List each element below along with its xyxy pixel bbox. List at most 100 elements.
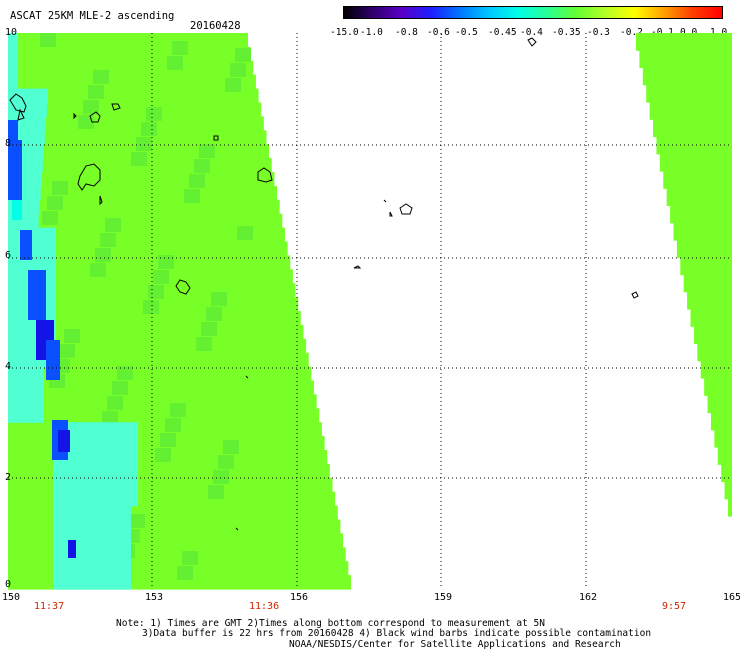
swath-patch xyxy=(93,70,109,84)
swath-row xyxy=(8,102,262,117)
swath-patch xyxy=(107,396,123,410)
swath-cyan xyxy=(8,408,44,423)
swath-cyan xyxy=(8,60,18,76)
y-tick-4: 4 xyxy=(5,361,12,372)
swath-row-right xyxy=(676,240,732,258)
swath-cyan xyxy=(53,505,131,521)
swath-patch xyxy=(213,470,229,484)
map-title: ASCAT 25KM MLE-2 ascending xyxy=(10,10,175,22)
island-outline xyxy=(527,37,537,47)
island-outlines xyxy=(9,37,639,531)
swath-row xyxy=(8,394,317,409)
island-outline xyxy=(213,135,219,141)
x-tick-162: 162 xyxy=(579,592,598,603)
swath-patch xyxy=(143,300,159,314)
swath-row xyxy=(8,60,254,76)
pass-time-3: 9:57 xyxy=(662,601,687,612)
swath-row-right xyxy=(707,395,732,414)
swath-row-right xyxy=(659,153,732,172)
swath-row xyxy=(8,408,320,423)
note-line-2: 3)Data buffer is 22 hrs from 20160428 4)… xyxy=(142,628,652,639)
color-scale-label: -1.0 xyxy=(360,27,383,38)
swath-patch xyxy=(177,566,193,580)
swath-patch xyxy=(117,366,133,380)
swath-row-right xyxy=(666,188,732,207)
swath-row xyxy=(8,213,283,229)
swath-row-right xyxy=(663,171,732,189)
swath-row xyxy=(8,116,264,131)
swath-row-right xyxy=(721,464,732,483)
swath-cyan xyxy=(8,380,44,395)
x-tick-153: 153 xyxy=(145,592,164,603)
swath-blue xyxy=(68,540,76,558)
color-scale-label: -0.1 xyxy=(651,27,674,38)
swath-cyan xyxy=(53,477,138,493)
swath-patch xyxy=(237,226,253,240)
x-tick-165: 165 xyxy=(723,592,740,603)
swath-patch xyxy=(136,137,152,151)
island-outline xyxy=(389,211,393,217)
swath-patch xyxy=(40,33,56,47)
swath-cyan xyxy=(53,463,138,479)
swath-patch xyxy=(165,418,181,432)
swath-patch xyxy=(78,115,94,129)
swath-row xyxy=(8,324,304,340)
swath-row xyxy=(8,74,256,90)
color-scale-label: -0.3 xyxy=(587,27,610,38)
swath-row-right xyxy=(646,84,732,103)
swath-row xyxy=(8,88,259,104)
swath-row xyxy=(8,227,285,243)
swath-row xyxy=(8,269,293,284)
swath-patch xyxy=(225,78,241,92)
color-scale-label: 0.0 xyxy=(680,27,698,38)
island-outline xyxy=(89,111,101,123)
swath-row-right xyxy=(673,222,732,241)
swath-patch xyxy=(102,411,118,425)
island-outline xyxy=(111,103,121,111)
swath-patch xyxy=(148,285,164,299)
swath-row-right xyxy=(700,360,732,379)
island-outline xyxy=(175,279,191,295)
color-scale-label: -0.5 xyxy=(455,27,478,38)
swath-patch xyxy=(153,270,169,284)
swath-patch xyxy=(218,455,234,469)
swath-row-right xyxy=(704,378,732,396)
swath-blue xyxy=(8,140,22,200)
x-tick-150: 150 xyxy=(2,592,21,603)
island-outline xyxy=(245,375,249,379)
swath-row xyxy=(8,46,251,62)
y-tick-2: 2 xyxy=(5,472,12,483)
swath-patch xyxy=(170,403,186,417)
y-tick-6: 6 xyxy=(5,250,12,261)
swath-cyan xyxy=(8,366,44,382)
swath-row xyxy=(8,241,288,256)
color-scale-label: -15.0 xyxy=(330,27,359,38)
swath-row-right xyxy=(687,291,732,310)
color-scale-bar xyxy=(343,6,723,19)
swath-row-right xyxy=(693,326,732,345)
swath-cyan xyxy=(53,561,131,576)
swath-patch xyxy=(47,196,63,210)
color-scale-label: -0.45 xyxy=(488,27,517,38)
swath-patch xyxy=(223,440,239,454)
swath-cyan xyxy=(53,491,138,507)
y-tick-0: 0 xyxy=(5,579,12,590)
swath-row-right xyxy=(714,429,732,448)
swath-blue xyxy=(28,270,46,320)
swath-patch xyxy=(155,448,171,462)
color-scale-label: -0.4 xyxy=(520,27,543,38)
swath-patch xyxy=(88,85,104,99)
swath-patch xyxy=(182,551,198,565)
swath-cyan xyxy=(8,102,47,117)
island-outline xyxy=(631,291,639,299)
pass-time-1: 11:37 xyxy=(34,601,65,612)
swath-row-right xyxy=(724,481,732,500)
swath-cyan xyxy=(8,74,18,90)
swath-row-right xyxy=(710,412,732,431)
swath-patch xyxy=(52,181,68,195)
swath-cyan xyxy=(8,88,48,104)
swath-row-right xyxy=(636,33,732,51)
swath-row-right xyxy=(690,309,732,327)
x-tick-159: 159 xyxy=(434,592,453,603)
